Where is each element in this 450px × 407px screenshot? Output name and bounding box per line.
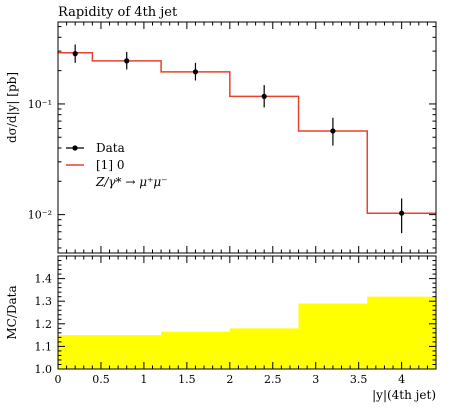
data-point-1: [124, 58, 130, 64]
data-point-0: [72, 51, 78, 57]
ratio-y-axis-label: MC/Data: [5, 285, 19, 339]
data-point-3: [261, 93, 267, 99]
ratio-y-tick-label: 1.3: [35, 295, 53, 308]
data-point-2: [192, 69, 199, 75]
x-tick-label: 1.5: [178, 373, 196, 386]
ratio-band: [58, 296, 436, 369]
x-tick-label: 2: [226, 373, 233, 386]
chart-title: Rapidity of 4th jet: [58, 5, 178, 20]
x-axis-label: |y|(4th jet): [372, 388, 436, 402]
data-point-5: [399, 210, 405, 216]
mc-step-line: [58, 52, 436, 214]
x-tick-label: 2.5: [264, 373, 282, 386]
x-tick-label: 0.5: [92, 373, 110, 386]
legend-data-marker: [72, 145, 78, 151]
ratio-y-tick-label: 1.2: [35, 318, 53, 331]
x-tick-label: 3: [312, 373, 319, 386]
y-axis-label: dσ/d|y| [pb]: [5, 72, 19, 143]
main-plot-frame: [57, 21, 437, 254]
x-tick-label: 0: [55, 373, 62, 386]
data-point-4: [330, 128, 336, 134]
ratio-y-tick-label: 1.4: [35, 273, 53, 286]
legend-mc-label: [1] 0: [96, 158, 124, 172]
x-tick-label: 1: [140, 373, 147, 386]
y-tick-label: 10⁻¹: [28, 98, 52, 111]
x-tick-label: 3.5: [350, 373, 368, 386]
ratio-y-tick-label: 1.1: [35, 340, 53, 353]
y-tick-label: 10⁻²: [28, 209, 52, 222]
legend-data-label: Data: [96, 141, 125, 155]
ratio-y-tick-label: 1.0: [35, 363, 53, 376]
x-tick-label: 4: [398, 373, 405, 386]
legend-process-label: Z/γ* → μ⁺μ⁻: [95, 175, 168, 189]
